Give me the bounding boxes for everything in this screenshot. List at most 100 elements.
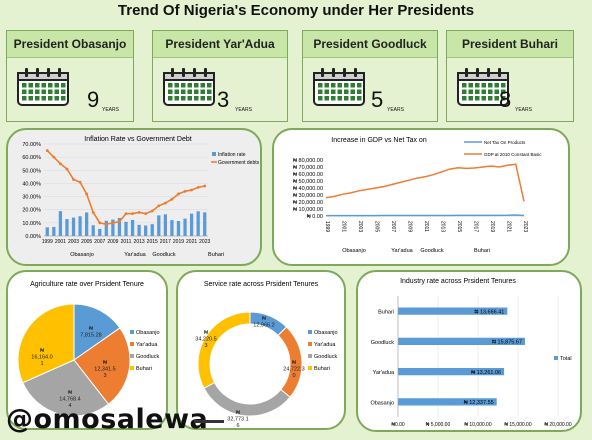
calendar-day: [187, 83, 192, 88]
x-tick-label: 2019: [489, 221, 495, 232]
calendar-ring: [487, 68, 490, 77]
x-tick-label: 2007: [390, 221, 396, 232]
inflation-bar: [104, 220, 108, 236]
calendar-day: [468, 83, 473, 88]
inflation-bar: [170, 220, 174, 236]
debt-point: [144, 212, 148, 216]
debt-point: [85, 192, 89, 196]
years-count: 3: [217, 87, 230, 112]
calendar-day: [331, 83, 336, 88]
x-tick-label: 2005: [81, 239, 92, 245]
legend-swatch: [308, 330, 312, 334]
data-label: ₦ 32,773.1 6: [227, 410, 248, 428]
calendar-day: [475, 96, 480, 101]
inflation-bar: [71, 217, 76, 236]
legend-label: Yar'adua: [314, 342, 336, 348]
debt-point: [190, 188, 194, 192]
data-label: ₦ 12,341.5 3: [94, 360, 115, 379]
x-tick-label: 2015: [456, 221, 462, 232]
calendar-header: [17, 72, 69, 81]
calendar-day: [501, 89, 506, 94]
calendar-icon: [313, 68, 365, 106]
x-tick-label: 2011: [121, 239, 132, 245]
calendar-day: [22, 83, 27, 88]
industry-bar: [398, 367, 505, 376]
debt-point: [118, 220, 121, 223]
group-label: Goodluck: [420, 248, 443, 254]
x-tick-label: 2001: [55, 239, 66, 245]
legend-label: Obasanjo: [136, 330, 160, 336]
card-title: President Buhari: [447, 31, 573, 58]
legend-label: Net Tax On Products: [484, 140, 526, 145]
calendar-day: [462, 83, 467, 88]
slice-goodluck: [203, 381, 291, 417]
legend-label: Buhari: [136, 366, 152, 372]
y-tick-label: 70.00%: [22, 142, 41, 148]
calendar-day: [331, 89, 336, 94]
industry-bar-chart: Industry rate across Prsident Tenures ₦0.…: [370, 278, 571, 428]
calendar-day: [41, 83, 46, 88]
chart-title: Agriculture rate over Prsident Tenure: [30, 281, 144, 288]
x-tick-label: 2009: [107, 239, 118, 245]
calendar-day: [501, 83, 506, 88]
calendar-day: [200, 89, 205, 94]
x-tick-label: ₦ 20,000.00: [544, 422, 571, 428]
inflation-bar: [65, 219, 69, 236]
calendar-day: [200, 83, 205, 88]
legend-label: Goodluck: [314, 354, 337, 360]
legend-swatch: [130, 354, 134, 358]
calendar-ring: [171, 68, 174, 77]
calendar-day: [48, 83, 53, 88]
x-tick-label: 2021: [186, 239, 197, 245]
calendar-day: [494, 83, 499, 88]
years-count: 8: [499, 87, 512, 112]
calendar-ring: [58, 68, 61, 77]
calendar-day: [48, 96, 53, 101]
calendar-day: [28, 83, 33, 88]
inflation-bar: [78, 216, 82, 236]
debt-point: [196, 185, 200, 189]
y-tick-label: Goodluck: [371, 340, 394, 346]
calendar-day: [200, 96, 205, 101]
x-tick-label: 2009: [407, 221, 413, 232]
y-tick-label: 0.00%: [25, 234, 41, 240]
calendar-day: [61, 96, 66, 101]
debt-point: [91, 210, 95, 214]
data-label: ₦ 7,815.28: [80, 326, 101, 339]
x-tick-label: ₦ 5,000.00: [426, 422, 451, 428]
calendar-day: [61, 83, 66, 88]
years-unit: YEARS: [515, 107, 532, 113]
card-title: President Obasanjo: [7, 31, 133, 58]
calendar-day: [41, 96, 46, 101]
calendar-day: [187, 89, 192, 94]
inflation-bar: [157, 215, 161, 236]
calendar-ring: [182, 68, 185, 77]
agriculture-panel: Agriculture rate over Prsident Tenure ₦ 7,…: [6, 270, 168, 430]
chart-title: Inflation Rate vs Government Debt: [84, 136, 191, 143]
inflation-bar: [176, 221, 181, 236]
gdp-line: [325, 163, 525, 202]
legend-label: Goodluck: [136, 354, 159, 360]
calendar-day: [462, 89, 467, 94]
x-tick-label: ₦0.00: [391, 422, 405, 428]
calendar-day: [488, 89, 493, 94]
calendar-day: [41, 89, 46, 94]
calendar-day: [357, 96, 362, 101]
gdp-tax-panel: Increase in GDP vs Net Tax on ₦ 0.00 ₦ 10,…: [272, 128, 570, 266]
calendar-ring: [332, 68, 335, 77]
chart-title: Increase in GDP vs Net Tax on: [331, 137, 427, 144]
debt-point: [131, 212, 134, 216]
calendar-day: [168, 89, 173, 94]
calendar-day: [331, 96, 336, 101]
chart-title: Service rate across Prsident Tenures: [204, 281, 319, 288]
years-count: 9: [87, 87, 100, 112]
calendar-day: [494, 96, 499, 101]
card-buhari: President Buhari 8 YEARS: [446, 30, 574, 122]
calendar-day: [207, 83, 212, 88]
calendar-ring: [354, 68, 357, 77]
data-label: ₦ 14,768.4 4: [59, 390, 80, 409]
calendar-day: [207, 89, 212, 94]
inflation-bar: [144, 225, 148, 236]
y-tick-label: ₦ 0.00: [307, 214, 323, 220]
calendar-day: [462, 96, 467, 101]
